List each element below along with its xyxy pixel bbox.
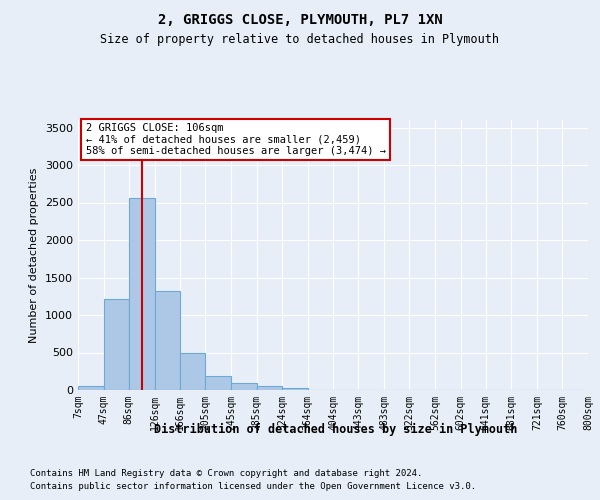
Bar: [104, 298, 129, 390]
Bar: [180, 353, 205, 390]
Bar: [231, 382, 257, 390]
Text: Size of property relative to detached houses in Plymouth: Size of property relative to detached ho…: [101, 32, 499, 46]
Bar: [78, 386, 104, 390]
Y-axis label: Number of detached properties: Number of detached properties: [29, 168, 40, 342]
Bar: [205, 376, 231, 390]
Text: Contains HM Land Registry data © Crown copyright and database right 2024.: Contains HM Land Registry data © Crown c…: [30, 468, 422, 477]
Bar: [257, 386, 282, 390]
Bar: [155, 291, 180, 390]
Text: Contains public sector information licensed under the Open Government Licence v3: Contains public sector information licen…: [30, 482, 476, 491]
Text: 2 GRIGGS CLOSE: 106sqm
← 41% of detached houses are smaller (2,459)
58% of semi-: 2 GRIGGS CLOSE: 106sqm ← 41% of detached…: [86, 122, 386, 156]
Text: 2, GRIGGS CLOSE, PLYMOUTH, PL7 1XN: 2, GRIGGS CLOSE, PLYMOUTH, PL7 1XN: [158, 12, 442, 26]
Bar: [129, 198, 155, 390]
Text: Distribution of detached houses by size in Plymouth: Distribution of detached houses by size …: [154, 422, 518, 436]
Bar: [282, 388, 308, 390]
